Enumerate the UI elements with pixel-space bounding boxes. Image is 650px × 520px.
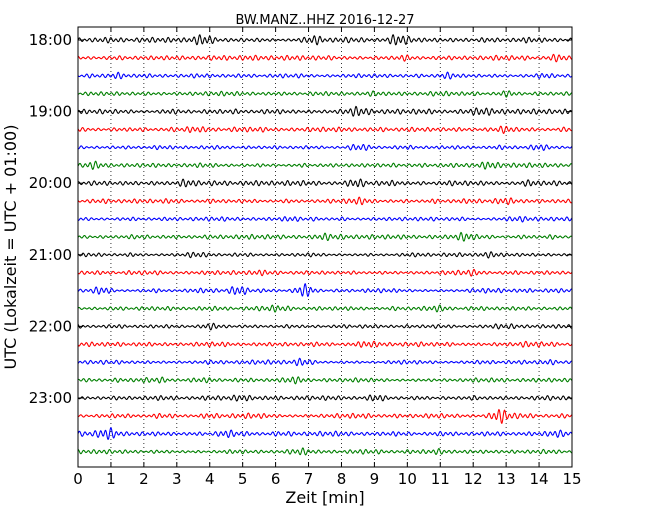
seismic-trace xyxy=(77,357,573,367)
seismic-trace xyxy=(77,196,573,206)
x-axis-label: Zeit [min] xyxy=(285,488,364,507)
seismic-trace xyxy=(77,268,573,277)
seismic-trace xyxy=(77,322,573,331)
seismic-trace xyxy=(77,178,573,188)
grid xyxy=(110,27,540,467)
seismic-trace xyxy=(77,447,573,456)
seismic-trace xyxy=(77,376,573,385)
seismic-trace xyxy=(77,427,573,440)
x-tick-label: 14 xyxy=(530,470,549,488)
y-axis-label: UTC (Lokalzeit = UTC + 01:00) xyxy=(1,125,20,370)
chart-title: BW.MANZ..HHZ 2016-12-27 xyxy=(235,13,414,28)
seismic-trace xyxy=(77,71,573,80)
seismic-trace xyxy=(77,394,573,402)
seismic-trace xyxy=(77,160,573,171)
x-tick-label: 13 xyxy=(497,470,516,488)
plot-frame xyxy=(77,26,573,468)
y-axis: 18:00 19:00 20:00 21:00 22:00 23:00 xyxy=(29,31,572,407)
seismic-trace xyxy=(77,304,573,313)
x-tick-label: 5 xyxy=(238,470,248,488)
y-tick-label: 22:00 xyxy=(29,317,72,335)
y-tick-label: 21:00 xyxy=(29,246,72,264)
seismic-trace xyxy=(77,251,573,259)
y-tick-label: 19:00 xyxy=(29,103,72,121)
x-tick-label: 15 xyxy=(562,470,581,488)
seismic-trace xyxy=(77,125,573,135)
x-tick-label: 6 xyxy=(271,470,281,488)
seismic-trace xyxy=(77,231,573,242)
x-tick-label: 3 xyxy=(172,470,182,488)
x-tick-label: 8 xyxy=(337,470,347,488)
x-tick-label: 11 xyxy=(431,470,450,488)
x-tick-label: 4 xyxy=(205,470,215,488)
seismic-trace xyxy=(77,283,573,298)
x-tick-label: 9 xyxy=(370,470,380,488)
seismic-trace xyxy=(77,105,573,117)
seismic-trace xyxy=(77,143,573,151)
seismic-trace xyxy=(77,408,573,425)
y-tick-label: 23:00 xyxy=(29,389,72,407)
seismic-trace xyxy=(77,53,573,63)
seismic-trace xyxy=(77,215,573,223)
x-tick-label: 2 xyxy=(139,470,149,488)
seismic-trace xyxy=(77,340,573,348)
y-tick-label: 18:00 xyxy=(29,31,72,49)
x-tick-label: 0 xyxy=(73,470,83,488)
x-tick-label: 1 xyxy=(106,470,116,488)
seismic-trace xyxy=(77,90,573,98)
x-tick-label: 12 xyxy=(464,470,483,488)
x-tick-label: 10 xyxy=(398,470,417,488)
y-tick-label: 20:00 xyxy=(29,174,72,192)
seismic-trace xyxy=(77,34,573,46)
x-axis: 0 1 2 3 4 5 6 7 8 9 10 11 12 13 14 15 xyxy=(73,27,582,488)
traces xyxy=(77,34,573,456)
x-tick-label: 7 xyxy=(304,470,314,488)
